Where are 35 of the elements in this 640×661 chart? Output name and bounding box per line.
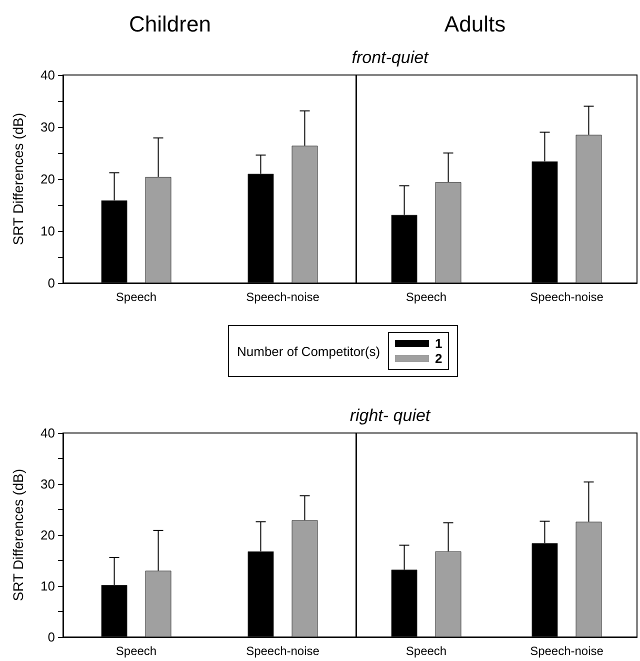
y-tick-label: 10 (40, 578, 55, 594)
y-tick-label: 30 (40, 476, 55, 492)
bar (576, 522, 602, 637)
bar (292, 520, 318, 637)
chart-title: Adults (444, 12, 506, 36)
y-axis-title: SRT Differences (dB) (10, 112, 26, 246)
bar (145, 176, 172, 283)
x-tick-label: Speech-noise (530, 290, 604, 304)
y-tick-label: 10 (40, 224, 55, 238)
x-tick-label: Speech-noise (246, 290, 320, 304)
x-tick-label: Speech (406, 290, 447, 304)
bar (576, 134, 602, 283)
y-tick-label: 30 (40, 120, 55, 134)
bar (435, 551, 462, 637)
chart-subtitle: right- quiet (350, 406, 430, 426)
x-tick-label: Speech-noise (246, 644, 320, 658)
y-axis-title: SRT Differences (dB) (10, 468, 26, 602)
legend-label: 2 (435, 351, 442, 366)
bar (292, 146, 318, 283)
y-tick-label: 0 (48, 630, 55, 644)
bar (145, 570, 172, 637)
chart-subtitle: front-quiet (352, 48, 428, 68)
y-tick-label: 40 (40, 426, 55, 440)
x-tick-label: Speech (406, 644, 447, 658)
chart-title: Children (129, 12, 211, 36)
bar (435, 182, 462, 283)
y-tick-label: 0 (48, 276, 55, 290)
y-tick-label: 20 (40, 172, 55, 186)
legend-label: 1 (435, 336, 442, 351)
y-tick-label: 20 (40, 528, 55, 542)
y-tick-label: 40 (40, 68, 55, 82)
legend-title: Number of Competitor(s) (237, 344, 380, 358)
x-tick-label: Speech (116, 290, 157, 304)
x-tick-label: Speech-noise (530, 644, 604, 658)
x-tick-label: Speech (116, 644, 157, 658)
